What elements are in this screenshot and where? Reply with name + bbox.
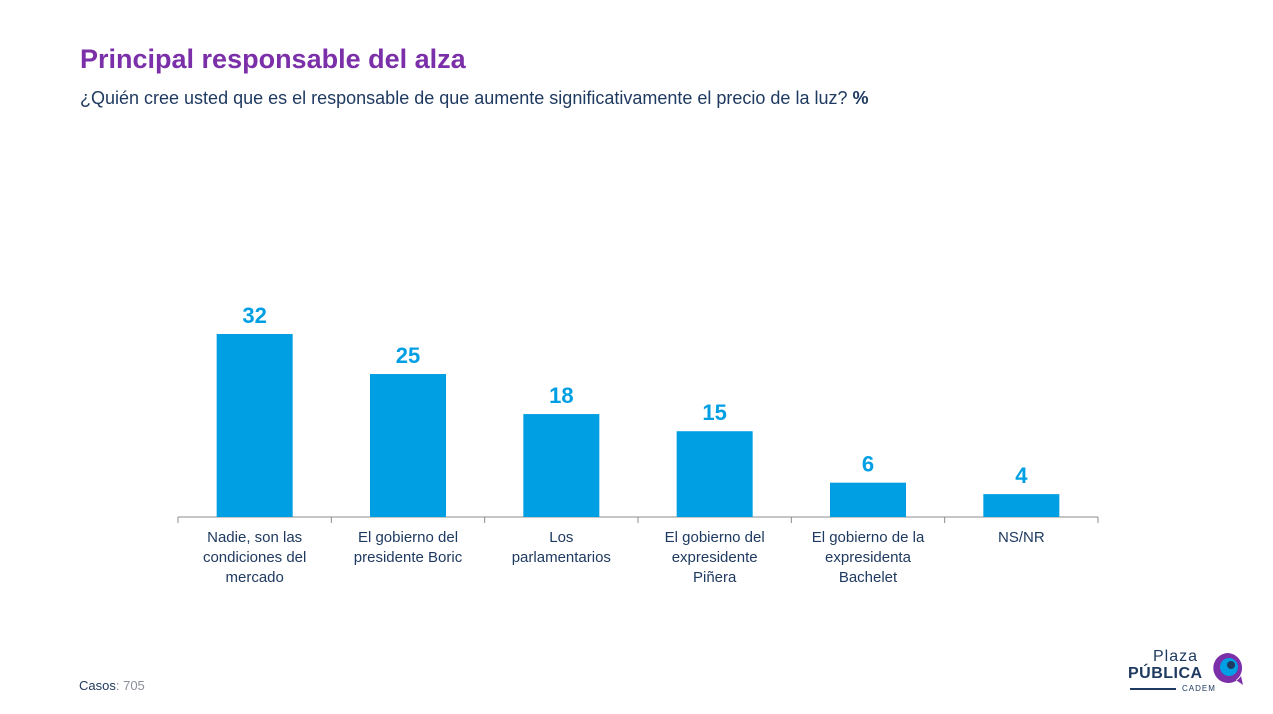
category-label: NS/NR xyxy=(998,529,1045,546)
category-label: presidente Boric xyxy=(354,549,463,566)
category-label: expresidenta xyxy=(825,549,912,566)
bar xyxy=(830,482,906,517)
category-label: Piñera xyxy=(693,569,737,586)
question-text: ¿Quién cree usted que es el responsable … xyxy=(80,88,848,108)
cases-label: Casos xyxy=(79,678,116,693)
bar xyxy=(676,431,753,517)
category-label: Bachelet xyxy=(839,569,898,586)
cases-note: Casos: 705 xyxy=(79,678,145,693)
page-subtitle: ¿Quién cree usted que es el responsable … xyxy=(80,88,869,109)
category-label: condiciones del xyxy=(203,549,306,566)
bar xyxy=(983,494,1060,517)
category-label: Nadie, son las xyxy=(207,529,302,546)
data-label: 4 xyxy=(1015,463,1028,488)
unit-label: % xyxy=(852,88,869,108)
bar xyxy=(370,374,446,517)
category-label: mercado xyxy=(225,569,283,586)
bar xyxy=(523,414,600,517)
plaza-publica-logo: Plaza PÚBLICA CADEM xyxy=(1124,648,1249,696)
category-label: El gobierno del xyxy=(665,529,765,546)
data-label: 25 xyxy=(396,343,420,368)
cases-value: : 705 xyxy=(115,678,145,693)
category-label: parlamentarios xyxy=(512,549,611,566)
category-label: El gobierno de la xyxy=(812,529,925,546)
logo-plaza-text: Plaza xyxy=(1153,648,1199,665)
logo-underline xyxy=(1130,688,1176,690)
bar xyxy=(216,334,293,517)
data-label: 15 xyxy=(702,400,726,425)
category-label: El gobierno del xyxy=(358,529,458,546)
logo-cadem-text: CADEM xyxy=(1182,684,1216,693)
data-label: 32 xyxy=(242,303,266,328)
logo-publica-text: PÚBLICA xyxy=(1128,665,1203,682)
category-label: expresidente xyxy=(672,549,758,566)
data-label: 6 xyxy=(862,452,874,477)
category-label: Los xyxy=(549,529,573,546)
speech-bubble-icon xyxy=(1213,653,1243,685)
data-label: 18 xyxy=(549,383,573,408)
page-title: Principal responsable del alza xyxy=(80,44,466,74)
